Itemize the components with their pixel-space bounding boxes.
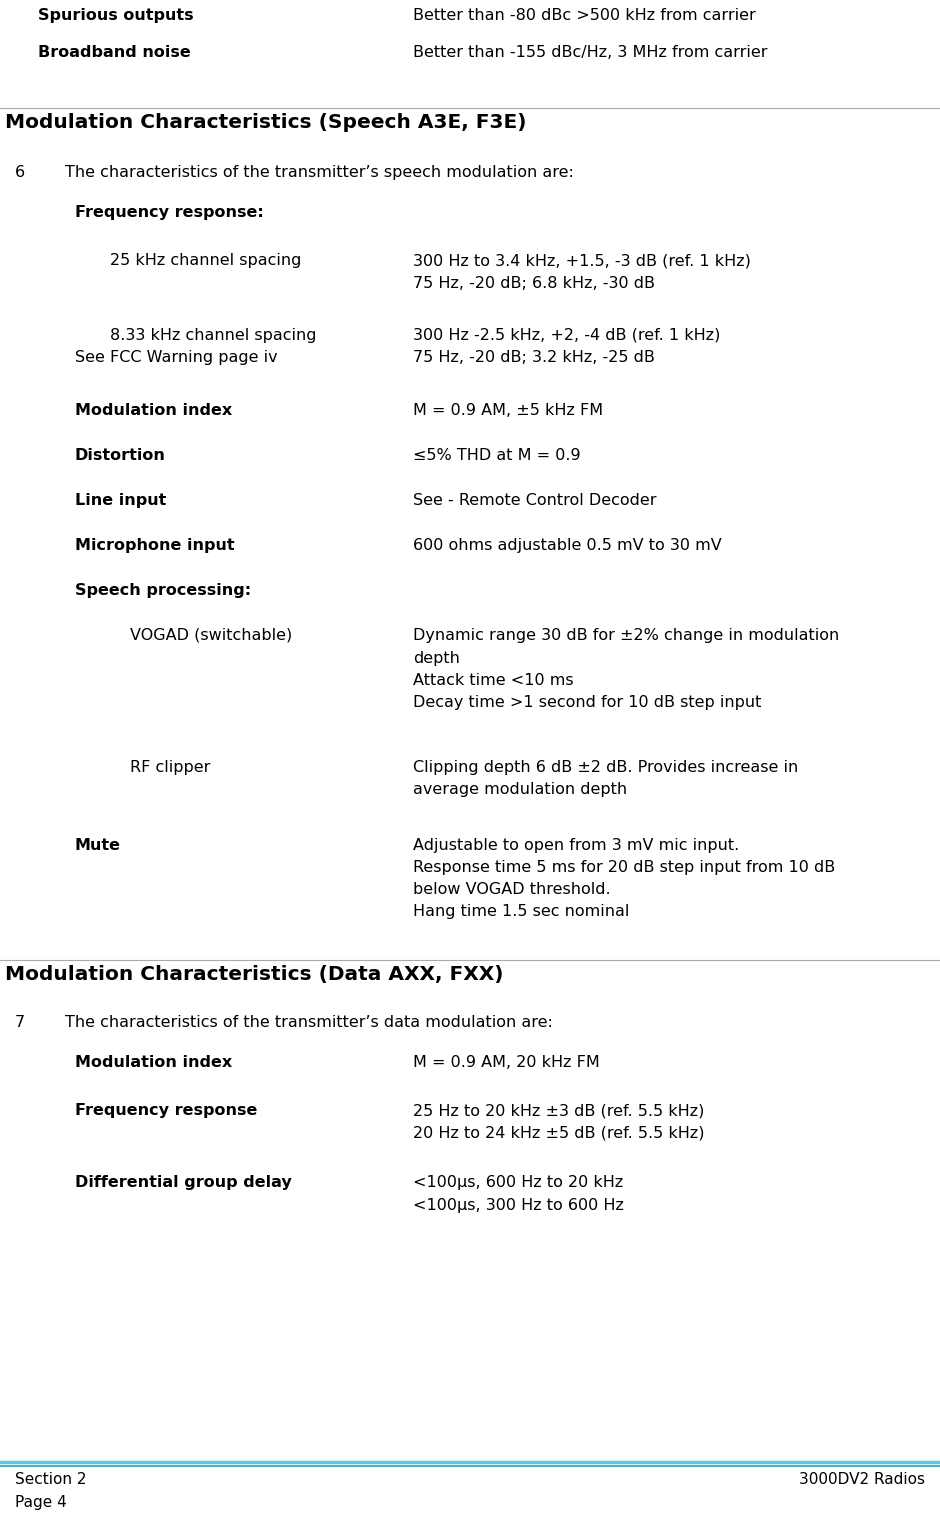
Text: The characteristics of the transmitter’s data modulation are:: The characteristics of the transmitter’s… <box>65 1014 553 1030</box>
Text: <100μs, 300 Hz to 600 Hz: <100μs, 300 Hz to 600 Hz <box>413 1197 624 1213</box>
Text: <100μs, 600 Hz to 20 kHz: <100μs, 600 Hz to 20 kHz <box>413 1174 623 1190</box>
Text: depth: depth <box>413 652 460 666</box>
Text: Better than -80 dBc >500 kHz from carrier: Better than -80 dBc >500 kHz from carrie… <box>413 8 756 23</box>
Text: Mute: Mute <box>75 838 121 853</box>
Text: VOGAD (switchable): VOGAD (switchable) <box>130 629 292 642</box>
Text: 25 Hz to 20 kHz ±3 dB (ref. 5.5 kHz): 25 Hz to 20 kHz ±3 dB (ref. 5.5 kHz) <box>413 1104 704 1117</box>
Text: Section 2: Section 2 <box>15 1472 86 1486</box>
Text: Better than -155 dBc/Hz, 3 MHz from carrier: Better than -155 dBc/Hz, 3 MHz from carr… <box>413 45 767 60</box>
Text: Modulation index: Modulation index <box>75 1054 232 1070</box>
Text: 7: 7 <box>15 1014 25 1030</box>
Text: Adjustable to open from 3 mV mic input.: Adjustable to open from 3 mV mic input. <box>413 838 739 853</box>
Text: Decay time >1 second for 10 dB step input: Decay time >1 second for 10 dB step inpu… <box>413 695 761 710</box>
Text: 8.33 kHz channel spacing: 8.33 kHz channel spacing <box>110 327 317 343</box>
Text: average modulation depth: average modulation depth <box>413 782 627 798</box>
Text: Broadband noise: Broadband noise <box>38 45 191 60</box>
Text: Hang time 1.5 sec nominal: Hang time 1.5 sec nominal <box>413 904 630 919</box>
Text: 20 Hz to 24 kHz ±5 dB (ref. 5.5 kHz): 20 Hz to 24 kHz ±5 dB (ref. 5.5 kHz) <box>413 1127 704 1140</box>
Text: 75 Hz, -20 dB; 3.2 kHz, -25 dB: 75 Hz, -20 dB; 3.2 kHz, -25 dB <box>413 350 655 364</box>
Text: RF clipper: RF clipper <box>130 759 211 775</box>
Text: Distortion: Distortion <box>75 447 165 463</box>
Text: Differential group delay: Differential group delay <box>75 1174 291 1190</box>
Text: Clipping depth 6 dB ±2 dB. Provides increase in: Clipping depth 6 dB ±2 dB. Provides incr… <box>413 759 798 775</box>
Text: See - Remote Control Decoder: See - Remote Control Decoder <box>413 493 656 509</box>
Text: Microphone input: Microphone input <box>75 538 235 553</box>
Text: See FCC Warning page iv: See FCC Warning page iv <box>75 350 277 364</box>
Text: 25 kHz channel spacing: 25 kHz channel spacing <box>110 254 302 267</box>
Text: Modulation Characteristics (Speech A3E, F3E): Modulation Characteristics (Speech A3E, … <box>5 114 526 132</box>
Text: M = 0.9 AM, ±5 kHz FM: M = 0.9 AM, ±5 kHz FM <box>413 403 603 418</box>
Text: ≤5% THD at M = 0.9: ≤5% THD at M = 0.9 <box>413 447 581 463</box>
Text: 3000DV2 Radios: 3000DV2 Radios <box>799 1472 925 1486</box>
Text: Frequency response: Frequency response <box>75 1104 258 1117</box>
Text: M = 0.9 AM, 20 kHz FM: M = 0.9 AM, 20 kHz FM <box>413 1054 600 1070</box>
Text: Response time 5 ms for 20 dB step input from 10 dB: Response time 5 ms for 20 dB step input … <box>413 861 836 875</box>
Text: below VOGAD threshold.: below VOGAD threshold. <box>413 882 611 898</box>
Text: 6: 6 <box>15 164 25 180</box>
Text: The characteristics of the transmitter’s speech modulation are:: The characteristics of the transmitter’s… <box>65 164 574 180</box>
Text: Dynamic range 30 dB for ±2% change in modulation: Dynamic range 30 dB for ±2% change in mo… <box>413 629 839 642</box>
Text: 300 Hz -2.5 kHz, +2, -4 dB (ref. 1 kHz): 300 Hz -2.5 kHz, +2, -4 dB (ref. 1 kHz) <box>413 327 720 343</box>
Text: Modulation index: Modulation index <box>75 403 232 418</box>
Text: 300 Hz to 3.4 kHz, +1.5, -3 dB (ref. 1 kHz): 300 Hz to 3.4 kHz, +1.5, -3 dB (ref. 1 k… <box>413 254 751 267</box>
Text: Spurious outputs: Spurious outputs <box>38 8 194 23</box>
Text: Speech processing:: Speech processing: <box>75 583 251 598</box>
Text: Frequency response:: Frequency response: <box>75 204 264 220</box>
Text: Page 4: Page 4 <box>15 1496 67 1509</box>
Text: Modulation Characteristics (Data AXX, FXX): Modulation Characteristics (Data AXX, FX… <box>5 965 504 984</box>
Text: 75 Hz, -20 dB; 6.8 kHz, -30 dB: 75 Hz, -20 dB; 6.8 kHz, -30 dB <box>413 277 655 290</box>
Text: Line input: Line input <box>75 493 166 509</box>
Text: Attack time <10 ms: Attack time <10 ms <box>413 673 573 689</box>
Text: 600 ohms adjustable 0.5 mV to 30 mV: 600 ohms adjustable 0.5 mV to 30 mV <box>413 538 722 553</box>
